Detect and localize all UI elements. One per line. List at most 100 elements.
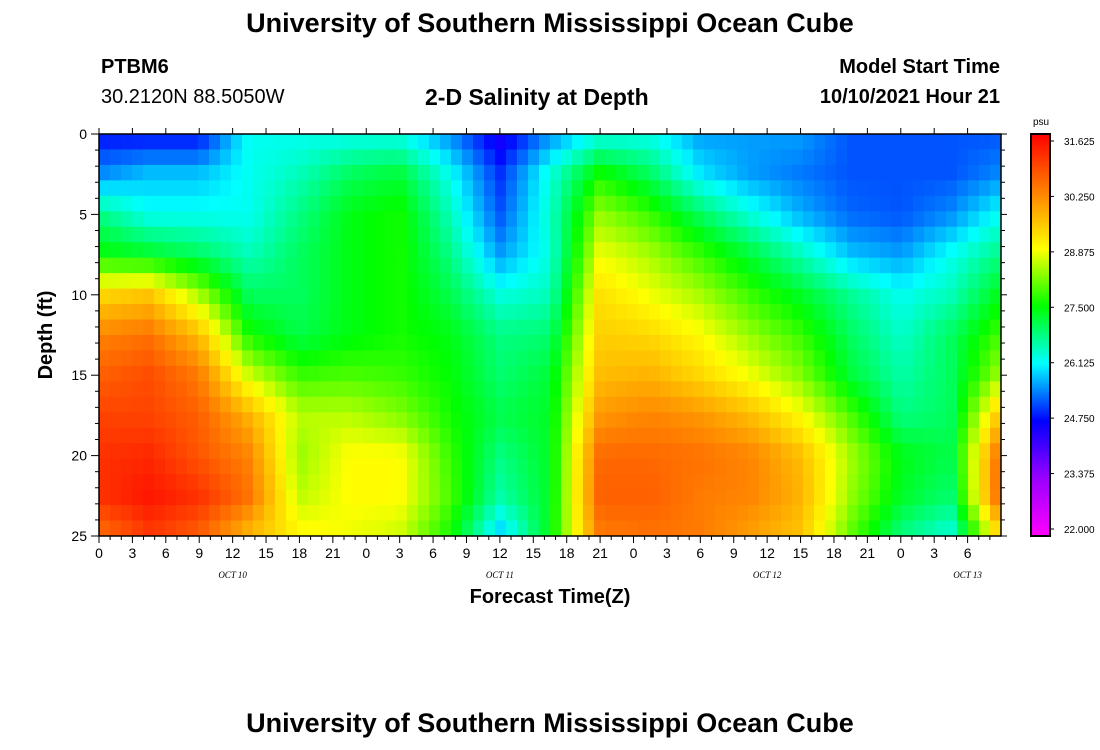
heatmap-cell [946, 304, 958, 321]
heatmap-cell [968, 427, 980, 444]
heatmap-cell [847, 242, 859, 259]
heatmap-cell [374, 242, 386, 259]
heatmap-cell [495, 211, 507, 228]
heatmap-cell [924, 304, 936, 321]
heatmap-cell [858, 350, 870, 367]
heatmap-cell [594, 180, 606, 197]
heatmap-cell [572, 505, 584, 522]
heatmap-cell [330, 365, 342, 382]
heatmap-cell [187, 180, 199, 197]
heatmap-cell [154, 443, 166, 460]
heatmap-cell [627, 288, 639, 305]
heatmap-cell [715, 319, 727, 336]
heatmap-cell [352, 134, 364, 151]
y-tick-label: 20 [71, 448, 87, 464]
heatmap-cell [583, 242, 595, 259]
heatmap-cell [781, 134, 793, 151]
heatmap-cell [660, 226, 672, 243]
heatmap-cell [704, 458, 716, 475]
heatmap-cell [495, 350, 507, 367]
heatmap-cell [231, 412, 243, 429]
heatmap-cell [396, 180, 408, 197]
heatmap-cell [770, 304, 782, 321]
heatmap-cell [946, 211, 958, 228]
heatmap-cell [737, 474, 749, 491]
heatmap-cell [583, 134, 595, 151]
heatmap-cell [99, 273, 111, 290]
heatmap-cell [132, 365, 144, 382]
heatmap-cell [913, 350, 925, 367]
heatmap-cell [726, 149, 738, 166]
heatmap-cell [286, 505, 298, 522]
heatmap-cell [902, 427, 914, 444]
heatmap-cell [352, 288, 364, 305]
heatmap-cell [737, 350, 749, 367]
heatmap-cell [803, 474, 815, 491]
heatmap-cell [704, 242, 716, 259]
heatmap-cell [495, 319, 507, 336]
heatmap-cell [253, 350, 265, 367]
heatmap-cell [550, 257, 562, 274]
heatmap-cell [880, 134, 892, 151]
heatmap-cell [946, 474, 958, 491]
heatmap-cell [704, 350, 716, 367]
heatmap-cell [770, 195, 782, 212]
heatmap-cell [440, 164, 452, 181]
heatmap-cell [924, 273, 936, 290]
heatmap-cell [781, 273, 793, 290]
heatmap-cell [660, 257, 672, 274]
heatmap-cell [242, 365, 254, 382]
heatmap-cell [946, 350, 958, 367]
heatmap-cell [110, 335, 122, 352]
heatmap-cell [352, 180, 364, 197]
heatmap-cell [869, 412, 881, 429]
heatmap-cell [297, 134, 309, 151]
heatmap-cell [594, 319, 606, 336]
heatmap-cell [803, 273, 815, 290]
heatmap-cell [990, 304, 1001, 321]
heatmap-cell [484, 257, 496, 274]
heatmap-cell [759, 458, 771, 475]
heatmap-cell [825, 304, 837, 321]
heatmap-cell [979, 443, 991, 460]
heatmap-cell [649, 381, 661, 398]
heatmap-cell [902, 164, 914, 181]
heatmap-cell [297, 489, 309, 506]
heatmap-cell [176, 350, 188, 367]
heatmap-cell [242, 319, 254, 336]
heatmap-cell [297, 350, 309, 367]
heatmap-cell [176, 226, 188, 243]
heatmap-cell [781, 412, 793, 429]
heatmap-cell [638, 180, 650, 197]
heatmap-cell [198, 520, 210, 536]
heatmap-cell [462, 427, 474, 444]
heatmap-cell [154, 427, 166, 444]
heatmap-cell [627, 505, 639, 522]
heatmap-cell [803, 226, 815, 243]
heatmap-cell [550, 505, 562, 522]
heatmap-cell [242, 211, 254, 228]
heatmap-cell [550, 304, 562, 321]
heatmap-cell [363, 288, 375, 305]
heatmap-cell [440, 242, 452, 259]
heatmap-cell [242, 505, 254, 522]
heatmap-cell [792, 319, 804, 336]
heatmap-cell [319, 226, 331, 243]
heatmap-cell [550, 396, 562, 413]
heatmap-cell [264, 396, 276, 413]
heatmap-cell [792, 458, 804, 475]
heatmap-cell [352, 257, 364, 274]
heatmap-cell [110, 350, 122, 367]
heatmap-cell [132, 288, 144, 305]
heatmap-cell [561, 335, 573, 352]
heatmap-cell [99, 412, 111, 429]
heatmap-cell [649, 180, 661, 197]
heatmap-cell [319, 396, 331, 413]
heatmap-cell [627, 427, 639, 444]
heatmap-cell [891, 458, 903, 475]
heatmap-cell [308, 226, 320, 243]
heatmap-cell [858, 195, 870, 212]
heatmap-cell [660, 134, 672, 151]
heatmap-cell [814, 381, 826, 398]
heatmap-cell [187, 335, 199, 352]
